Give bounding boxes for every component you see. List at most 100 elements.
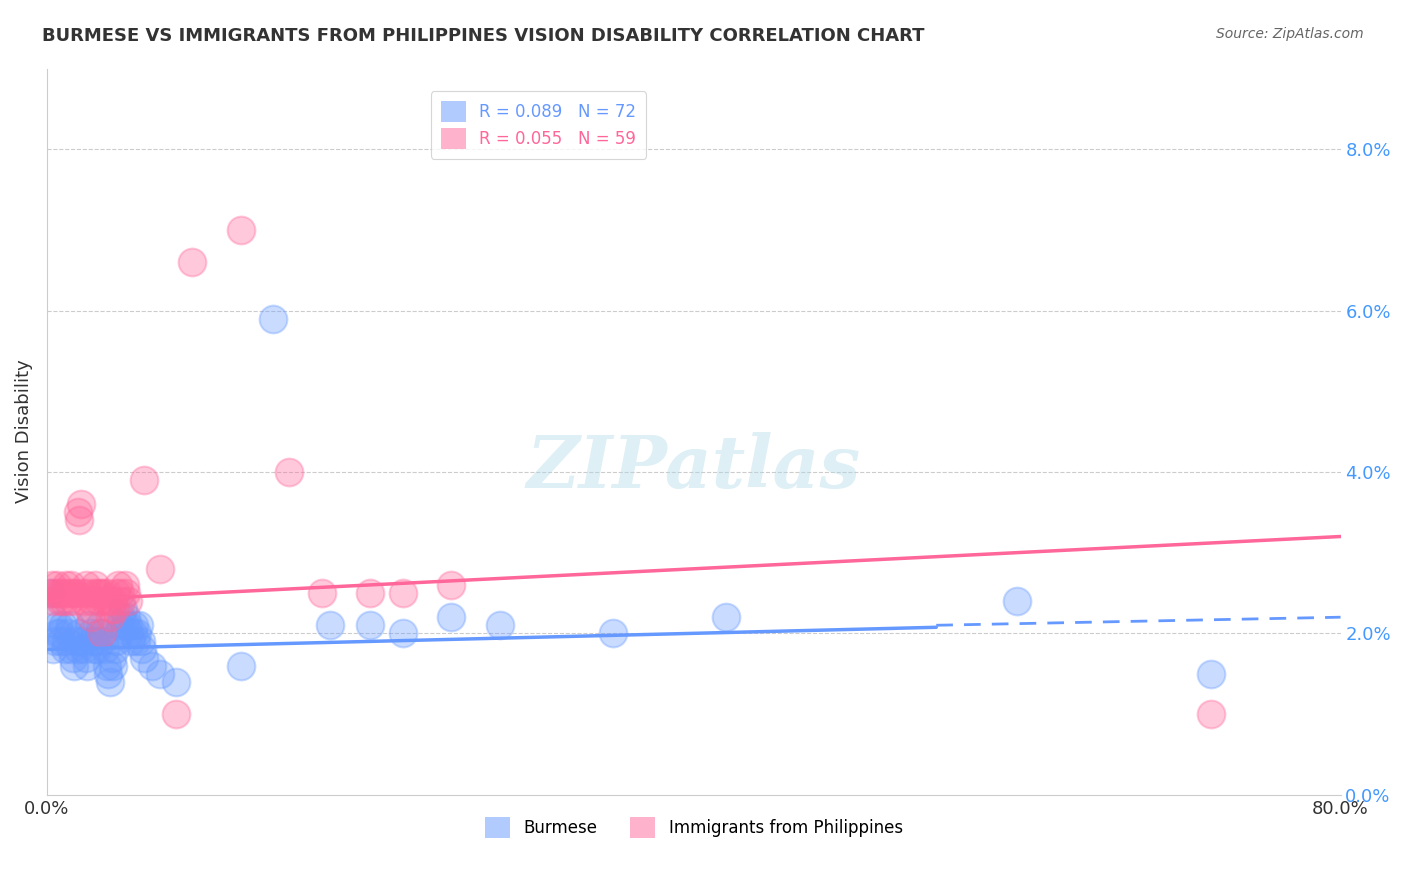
Point: [96, 586, 118, 600]
Point: [278, 465, 301, 479]
Point: [117, 594, 139, 608]
Point: [45, 626, 67, 640]
Point: [108, 586, 131, 600]
Point: [84, 634, 107, 648]
Point: [77, 602, 100, 616]
Point: [262, 311, 284, 326]
Point: [90, 634, 112, 648]
Point: [70, 497, 93, 511]
Point: [44, 634, 66, 648]
Point: [1199, 666, 1222, 681]
Y-axis label: Vision Disability: Vision Disability: [15, 359, 32, 503]
Point: [391, 626, 413, 640]
Point: [83, 642, 105, 657]
Point: [58, 586, 80, 600]
Point: [118, 626, 141, 640]
Point: [72, 586, 94, 600]
Point: [45, 578, 67, 592]
Point: [93, 586, 115, 600]
Point: [108, 618, 131, 632]
Text: BURMESE VS IMMIGRANTS FROM PHILIPPINES VISION DISABILITY CORRELATION CHART: BURMESE VS IMMIGRANTS FROM PHILIPPINES V…: [42, 27, 925, 45]
Point: [440, 578, 463, 592]
Point: [39, 586, 62, 600]
Point: [1199, 706, 1222, 721]
Point: [104, 602, 127, 616]
Point: [125, 634, 148, 648]
Point: [488, 618, 510, 632]
Point: [63, 594, 86, 608]
Point: [87, 626, 110, 640]
Point: [129, 634, 152, 648]
Point: [65, 634, 87, 648]
Point: [73, 642, 96, 657]
Point: [165, 706, 187, 721]
Point: [49, 594, 72, 608]
Point: [65, 586, 87, 600]
Point: [60, 578, 83, 592]
Point: [46, 586, 69, 600]
Point: [63, 658, 86, 673]
Point: [84, 578, 107, 592]
Point: [89, 586, 111, 600]
Point: [56, 626, 79, 640]
Point: [41, 610, 63, 624]
Point: [55, 634, 77, 648]
Point: [89, 618, 111, 632]
Point: [39, 586, 62, 600]
Point: [73, 594, 96, 608]
Point: [359, 618, 381, 632]
Point: [53, 642, 76, 657]
Point: [86, 642, 108, 657]
Point: [79, 610, 101, 624]
Point: [602, 626, 624, 640]
Point: [41, 578, 63, 592]
Point: [44, 586, 66, 600]
Point: [127, 626, 149, 640]
Point: [117, 618, 139, 632]
Point: [53, 586, 76, 600]
Point: [72, 634, 94, 648]
Point: [66, 642, 89, 657]
Point: [46, 618, 69, 632]
Point: [122, 618, 145, 632]
Point: [79, 626, 101, 640]
Point: [100, 650, 122, 665]
Point: [82, 634, 104, 648]
Point: [115, 610, 138, 624]
Point: [86, 586, 108, 600]
Point: [103, 594, 125, 608]
Point: [165, 674, 187, 689]
Point: [55, 578, 77, 592]
Point: [67, 513, 90, 527]
Point: [96, 658, 118, 673]
Point: [132, 473, 155, 487]
Point: [103, 658, 125, 673]
Point: [49, 626, 72, 640]
Point: [56, 594, 79, 608]
Text: ZIPatlas: ZIPatlas: [527, 433, 860, 503]
Point: [121, 626, 143, 640]
Point: [132, 650, 155, 665]
Point: [67, 626, 90, 640]
Text: Source: ZipAtlas.com: Source: ZipAtlas.com: [1216, 27, 1364, 41]
Point: [52, 618, 75, 632]
Point: [114, 578, 136, 592]
Point: [51, 634, 73, 648]
Point: [114, 618, 136, 632]
Point: [76, 658, 98, 673]
Point: [110, 594, 132, 608]
Legend: Burmese, Immigrants from Philippines: Burmese, Immigrants from Philippines: [478, 811, 910, 845]
Point: [107, 626, 129, 640]
Point: [229, 658, 252, 673]
Point: [311, 586, 333, 600]
Point: [105, 634, 128, 648]
Point: [75, 650, 97, 665]
Point: [83, 586, 105, 600]
Point: [82, 594, 104, 608]
Point: [104, 642, 127, 657]
Point: [97, 666, 120, 681]
Point: [111, 602, 134, 616]
Point: [120, 634, 142, 648]
Point: [66, 505, 89, 519]
Point: [77, 618, 100, 632]
